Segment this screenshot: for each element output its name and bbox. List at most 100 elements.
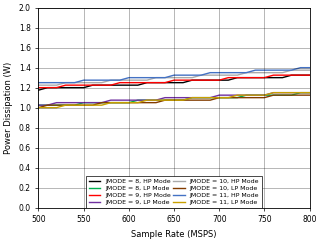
JMODE = 9, HP Mode [290, 74, 293, 77]
JMODE = 11, HP Mode [308, 66, 311, 69]
JMODE = 8, LP Mode [154, 99, 158, 102]
JMODE = 11, LP Mode [190, 96, 194, 99]
JMODE = 10, HP Mode [208, 74, 212, 77]
JMODE = 11, LP Mode [46, 106, 49, 109]
JMODE = 10, LP Mode [109, 101, 113, 104]
JMODE = 9, HP Mode [181, 79, 185, 82]
Line: JMODE = 8, HP Mode: JMODE = 8, HP Mode [39, 75, 309, 90]
JMODE = 10, LP Mode [37, 106, 40, 109]
JMODE = 8, LP Mode [109, 101, 113, 104]
JMODE = 11, HP Mode [37, 81, 40, 84]
JMODE = 9, HP Mode [64, 84, 67, 87]
JMODE = 10, HP Mode [55, 84, 58, 87]
JMODE = 8, LP Mode [91, 101, 95, 104]
JMODE = 9, LP Mode [299, 91, 302, 94]
JMODE = 8, LP Mode [208, 96, 212, 99]
JMODE = 11, HP Mode [208, 71, 212, 74]
JMODE = 9, HP Mode [226, 76, 230, 79]
JMODE = 9, HP Mode [163, 81, 167, 84]
JMODE = 9, HP Mode [199, 79, 203, 82]
JMODE = 9, LP Mode [100, 101, 104, 104]
JMODE = 9, LP Mode [281, 91, 284, 94]
JMODE = 11, HP Mode [199, 74, 203, 77]
JMODE = 9, LP Mode [172, 96, 176, 99]
JMODE = 9, HP Mode [208, 79, 212, 82]
JMODE = 11, HP Mode [127, 76, 131, 79]
JMODE = 8, HP Mode [190, 79, 194, 82]
JMODE = 10, HP Mode [145, 79, 149, 82]
JMODE = 10, HP Mode [272, 71, 275, 74]
JMODE = 8, HP Mode [244, 76, 248, 79]
JMODE = 8, HP Mode [217, 79, 221, 82]
JMODE = 8, HP Mode [199, 79, 203, 82]
X-axis label: Sample Rate (MSPS): Sample Rate (MSPS) [131, 230, 217, 239]
JMODE = 8, LP Mode [190, 96, 194, 99]
JMODE = 10, HP Mode [244, 71, 248, 74]
JMODE = 8, LP Mode [281, 94, 284, 97]
JMODE = 11, LP Mode [208, 96, 212, 99]
JMODE = 11, LP Mode [244, 94, 248, 97]
JMODE = 8, HP Mode [290, 74, 293, 77]
JMODE = 8, HP Mode [136, 84, 140, 87]
JMODE = 9, LP Mode [208, 96, 212, 99]
JMODE = 10, LP Mode [263, 96, 266, 99]
Line: JMODE = 9, HP Mode: JMODE = 9, HP Mode [39, 75, 309, 88]
JMODE = 10, LP Mode [64, 104, 67, 107]
JMODE = 11, HP Mode [272, 69, 275, 72]
JMODE = 11, HP Mode [118, 79, 122, 82]
JMODE = 8, LP Mode [272, 94, 275, 97]
JMODE = 10, HP Mode [181, 76, 185, 79]
JMODE = 11, HP Mode [163, 76, 167, 79]
JMODE = 8, LP Mode [199, 96, 203, 99]
Line: JMODE = 11, LP Mode: JMODE = 11, LP Mode [39, 93, 309, 108]
JMODE = 8, LP Mode [217, 96, 221, 99]
JMODE = 8, LP Mode [244, 94, 248, 97]
JMODE = 8, LP Mode [136, 99, 140, 102]
JMODE = 11, LP Mode [290, 91, 293, 94]
JMODE = 10, LP Mode [254, 96, 257, 99]
JMODE = 8, LP Mode [55, 104, 58, 107]
JMODE = 8, LP Mode [46, 104, 49, 107]
JMODE = 9, HP Mode [145, 81, 149, 84]
JMODE = 10, LP Mode [73, 104, 76, 107]
Y-axis label: Power Dissipation (W): Power Dissipation (W) [4, 61, 13, 154]
JMODE = 8, HP Mode [263, 76, 266, 79]
JMODE = 10, LP Mode [244, 96, 248, 99]
JMODE = 11, HP Mode [73, 81, 76, 84]
Line: JMODE = 10, HP Mode: JMODE = 10, HP Mode [39, 70, 309, 85]
JMODE = 11, HP Mode [226, 71, 230, 74]
JMODE = 8, HP Mode [254, 76, 257, 79]
JMODE = 11, LP Mode [272, 91, 275, 94]
JMODE = 11, HP Mode [263, 69, 266, 72]
JMODE = 8, LP Mode [64, 104, 67, 107]
JMODE = 10, LP Mode [145, 101, 149, 104]
Line: JMODE = 10, LP Mode: JMODE = 10, LP Mode [39, 95, 309, 108]
JMODE = 10, HP Mode [154, 76, 158, 79]
JMODE = 10, LP Mode [208, 99, 212, 102]
JMODE = 8, LP Mode [263, 94, 266, 97]
JMODE = 9, LP Mode [244, 94, 248, 97]
JMODE = 10, LP Mode [272, 94, 275, 97]
JMODE = 8, LP Mode [145, 99, 149, 102]
JMODE = 9, LP Mode [46, 104, 49, 107]
JMODE = 10, LP Mode [281, 94, 284, 97]
JMODE = 10, LP Mode [163, 99, 167, 102]
JMODE = 11, HP Mode [136, 76, 140, 79]
JMODE = 11, LP Mode [64, 104, 67, 107]
JMODE = 11, LP Mode [82, 104, 86, 107]
JMODE = 10, LP Mode [154, 101, 158, 104]
JMODE = 9, HP Mode [254, 76, 257, 79]
JMODE = 8, HP Mode [64, 86, 67, 89]
JMODE = 10, HP Mode [308, 69, 311, 72]
JMODE = 11, LP Mode [308, 91, 311, 94]
JMODE = 9, LP Mode [181, 96, 185, 99]
JMODE = 9, HP Mode [55, 86, 58, 89]
JMODE = 10, HP Mode [172, 76, 176, 79]
JMODE = 8, LP Mode [37, 104, 40, 107]
JMODE = 11, HP Mode [244, 71, 248, 74]
JMODE = 8, LP Mode [127, 101, 131, 104]
JMODE = 9, HP Mode [46, 86, 49, 89]
JMODE = 9, LP Mode [91, 101, 95, 104]
JMODE = 9, HP Mode [190, 79, 194, 82]
JMODE = 8, HP Mode [299, 74, 302, 77]
